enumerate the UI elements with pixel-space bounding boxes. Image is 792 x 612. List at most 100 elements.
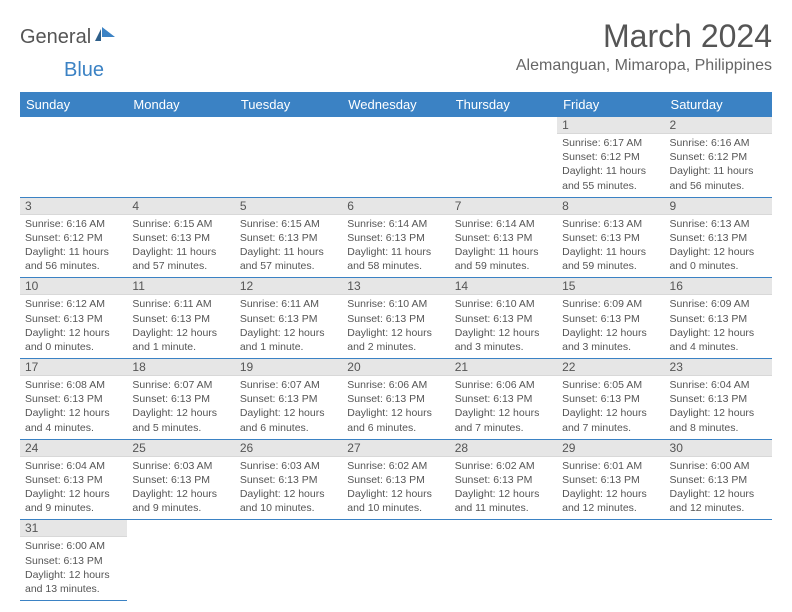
calendar-day-cell: 31Sunrise: 6:00 AMSunset: 6:13 PMDayligh…	[20, 520, 127, 601]
daylight-line: Daylight: 11 hours and 57 minutes.	[240, 246, 324, 272]
day-number: 22	[557, 359, 664, 376]
calendar-day-cell: 16Sunrise: 6:09 AMSunset: 6:13 PMDayligh…	[665, 278, 772, 359]
daylight-line: Daylight: 12 hours and 1 minute.	[240, 327, 325, 353]
sunset-line: Sunset: 6:13 PM	[25, 313, 103, 325]
sunset-line: Sunset: 6:13 PM	[670, 393, 748, 405]
daylight-line: Daylight: 12 hours and 11 minutes.	[455, 488, 540, 514]
calendar-day-cell	[342, 117, 449, 197]
day-details: Sunrise: 6:10 AMSunset: 6:13 PMDaylight:…	[342, 295, 449, 358]
sunrise-line: Sunrise: 6:17 AM	[562, 137, 642, 149]
sunrise-line: Sunrise: 6:07 AM	[240, 379, 320, 391]
sunset-line: Sunset: 6:13 PM	[670, 313, 748, 325]
day-number: 28	[450, 440, 557, 457]
day-details: Sunrise: 6:01 AMSunset: 6:13 PMDaylight:…	[557, 457, 664, 520]
sunrise-line: Sunrise: 6:13 AM	[562, 218, 642, 230]
calendar-day-cell: 27Sunrise: 6:02 AMSunset: 6:13 PMDayligh…	[342, 439, 449, 520]
daylight-line: Daylight: 12 hours and 10 minutes.	[347, 488, 432, 514]
sunset-line: Sunset: 6:13 PM	[455, 474, 533, 486]
calendar-week-row: 17Sunrise: 6:08 AMSunset: 6:13 PMDayligh…	[20, 359, 772, 440]
sunset-line: Sunset: 6:13 PM	[347, 393, 425, 405]
daylight-line: Daylight: 11 hours and 56 minutes.	[25, 246, 109, 272]
day-details: Sunrise: 6:03 AMSunset: 6:13 PMDaylight:…	[235, 457, 342, 520]
day-number: 25	[127, 440, 234, 457]
daylight-line: Daylight: 12 hours and 1 minute.	[132, 327, 217, 353]
day-number: 15	[557, 278, 664, 295]
calendar-week-row: 31Sunrise: 6:00 AMSunset: 6:13 PMDayligh…	[20, 520, 772, 601]
logo-text-general: General	[20, 26, 91, 49]
calendar-week-row: 24Sunrise: 6:04 AMSunset: 6:13 PMDayligh…	[20, 439, 772, 520]
calendar-day-cell: 5Sunrise: 6:15 AMSunset: 6:13 PMDaylight…	[235, 197, 342, 278]
sunset-line: Sunset: 6:13 PM	[132, 474, 210, 486]
calendar-day-cell: 24Sunrise: 6:04 AMSunset: 6:13 PMDayligh…	[20, 439, 127, 520]
day-number: 4	[127, 198, 234, 215]
day-details: Sunrise: 6:15 AMSunset: 6:13 PMDaylight:…	[235, 215, 342, 278]
calendar-day-cell: 30Sunrise: 6:00 AMSunset: 6:13 PMDayligh…	[665, 439, 772, 520]
calendar-day-cell: 19Sunrise: 6:07 AMSunset: 6:13 PMDayligh…	[235, 359, 342, 440]
day-number: 31	[20, 520, 127, 537]
sunrise-line: Sunrise: 6:16 AM	[670, 137, 750, 149]
day-details: Sunrise: 6:08 AMSunset: 6:13 PMDaylight:…	[20, 376, 127, 439]
day-details: Sunrise: 6:05 AMSunset: 6:13 PMDaylight:…	[557, 376, 664, 439]
calendar-week-row: 10Sunrise: 6:12 AMSunset: 6:13 PMDayligh…	[20, 278, 772, 359]
day-details: Sunrise: 6:09 AMSunset: 6:13 PMDaylight:…	[557, 295, 664, 358]
day-number: 7	[450, 198, 557, 215]
daylight-line: Daylight: 11 hours and 58 minutes.	[347, 246, 431, 272]
sunset-line: Sunset: 6:13 PM	[132, 393, 210, 405]
calendar-day-cell: 1Sunrise: 6:17 AMSunset: 6:12 PMDaylight…	[557, 117, 664, 197]
daylight-line: Daylight: 12 hours and 0 minutes.	[25, 327, 110, 353]
sunrise-line: Sunrise: 6:13 AM	[670, 218, 750, 230]
location-subtitle: Alemanguan, Mimaropa, Philippines	[516, 57, 772, 75]
daylight-line: Daylight: 11 hours and 55 minutes.	[562, 165, 646, 191]
day-details: Sunrise: 6:13 AMSunset: 6:13 PMDaylight:…	[557, 215, 664, 278]
sunrise-line: Sunrise: 6:04 AM	[670, 379, 750, 391]
sunrise-line: Sunrise: 6:09 AM	[562, 298, 642, 310]
calendar-day-cell: 23Sunrise: 6:04 AMSunset: 6:13 PMDayligh…	[665, 359, 772, 440]
day-number: 30	[665, 440, 772, 457]
day-details: Sunrise: 6:06 AMSunset: 6:13 PMDaylight:…	[450, 376, 557, 439]
day-number: 27	[342, 440, 449, 457]
day-details: Sunrise: 6:12 AMSunset: 6:13 PMDaylight:…	[20, 295, 127, 358]
daylight-line: Daylight: 12 hours and 3 minutes.	[562, 327, 647, 353]
sunrise-line: Sunrise: 6:11 AM	[132, 298, 211, 310]
day-details: Sunrise: 6:03 AMSunset: 6:13 PMDaylight:…	[127, 457, 234, 520]
calendar-day-cell: 10Sunrise: 6:12 AMSunset: 6:13 PMDayligh…	[20, 278, 127, 359]
sunrise-line: Sunrise: 6:02 AM	[347, 460, 427, 472]
calendar-day-cell: 12Sunrise: 6:11 AMSunset: 6:13 PMDayligh…	[235, 278, 342, 359]
sunset-line: Sunset: 6:13 PM	[25, 474, 103, 486]
logo-text-blue: Blue	[64, 59, 104, 82]
sunrise-line: Sunrise: 6:00 AM	[25, 540, 105, 552]
day-number: 11	[127, 278, 234, 295]
calendar-body: 1Sunrise: 6:17 AMSunset: 6:12 PMDaylight…	[20, 117, 772, 601]
sunset-line: Sunset: 6:13 PM	[132, 313, 210, 325]
calendar-day-cell: 6Sunrise: 6:14 AMSunset: 6:13 PMDaylight…	[342, 197, 449, 278]
sunrise-line: Sunrise: 6:06 AM	[347, 379, 427, 391]
day-number: 17	[20, 359, 127, 376]
calendar-day-header: Friday	[557, 92, 664, 117]
calendar-day-cell	[127, 117, 234, 197]
calendar-day-header: Tuesday	[235, 92, 342, 117]
sunset-line: Sunset: 6:13 PM	[562, 232, 640, 244]
calendar-day-header: Sunday	[20, 92, 127, 117]
calendar-day-cell: 18Sunrise: 6:07 AMSunset: 6:13 PMDayligh…	[127, 359, 234, 440]
sunset-line: Sunset: 6:13 PM	[347, 232, 425, 244]
daylight-line: Daylight: 11 hours and 56 minutes.	[670, 165, 754, 191]
daylight-line: Daylight: 12 hours and 12 minutes.	[670, 488, 755, 514]
daylight-line: Daylight: 12 hours and 10 minutes.	[240, 488, 325, 514]
sunset-line: Sunset: 6:12 PM	[25, 232, 103, 244]
calendar-day-cell: 26Sunrise: 6:03 AMSunset: 6:13 PMDayligh…	[235, 439, 342, 520]
day-number: 9	[665, 198, 772, 215]
calendar-day-cell: 7Sunrise: 6:14 AMSunset: 6:13 PMDaylight…	[450, 197, 557, 278]
calendar-day-cell: 25Sunrise: 6:03 AMSunset: 6:13 PMDayligh…	[127, 439, 234, 520]
logo-flag-icon	[95, 27, 117, 48]
calendar-header-row: SundayMondayTuesdayWednesdayThursdayFrid…	[20, 92, 772, 117]
sunrise-line: Sunrise: 6:10 AM	[347, 298, 427, 310]
calendar-day-cell: 21Sunrise: 6:06 AMSunset: 6:13 PMDayligh…	[450, 359, 557, 440]
sunrise-line: Sunrise: 6:05 AM	[562, 379, 642, 391]
sunset-line: Sunset: 6:13 PM	[240, 393, 318, 405]
sunset-line: Sunset: 6:13 PM	[670, 232, 748, 244]
calendar-day-cell: 13Sunrise: 6:10 AMSunset: 6:13 PMDayligh…	[342, 278, 449, 359]
day-number: 24	[20, 440, 127, 457]
day-details: Sunrise: 6:14 AMSunset: 6:13 PMDaylight:…	[450, 215, 557, 278]
day-number: 2	[665, 117, 772, 134]
day-number: 3	[20, 198, 127, 215]
